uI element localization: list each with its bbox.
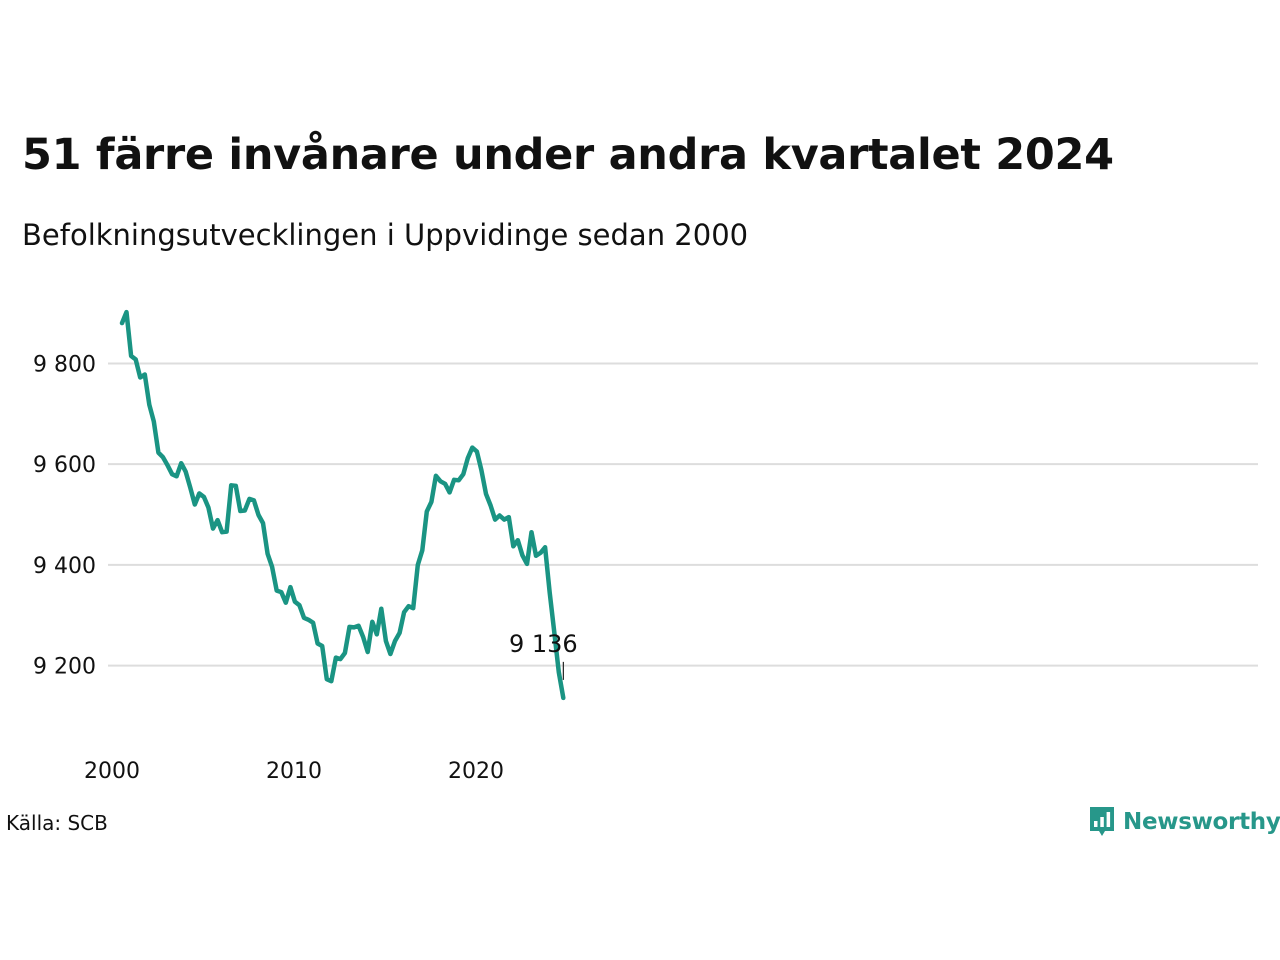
- y-axis-tick-labels: 9 200 9 400 9 600 9 800: [33, 352, 96, 679]
- brand-name: Newsworthy: [1123, 809, 1280, 835]
- x-tick-label: 2020: [448, 759, 504, 784]
- source-label: Källa: SCB: [6, 811, 108, 835]
- y-tick-label: 9 200: [33, 655, 96, 680]
- y-tick-label: 9 400: [33, 554, 96, 579]
- x-tick-label: 2010: [266, 759, 322, 784]
- x-tick-label: 2000: [84, 759, 140, 784]
- newsworthy-logo-icon: [1090, 807, 1114, 836]
- end-value-label: 9 136: [509, 630, 578, 658]
- y-tick-label: 9 600: [33, 453, 96, 478]
- population-series-line: [119, 309, 566, 701]
- gridlines: [108, 362, 1258, 667]
- x-axis-tick-labels: 2000 2010 2020: [84, 759, 504, 784]
- brand-logo[interactable]: Newsworthy: [1088, 805, 1280, 839]
- chart-subtitle: Befolkningsutvecklingen i Uppvidinge sed…: [22, 218, 749, 252]
- y-tick-label: 9 800: [33, 352, 96, 377]
- chart-title: 51 färre invånare under andra kvartalet …: [22, 130, 1114, 180]
